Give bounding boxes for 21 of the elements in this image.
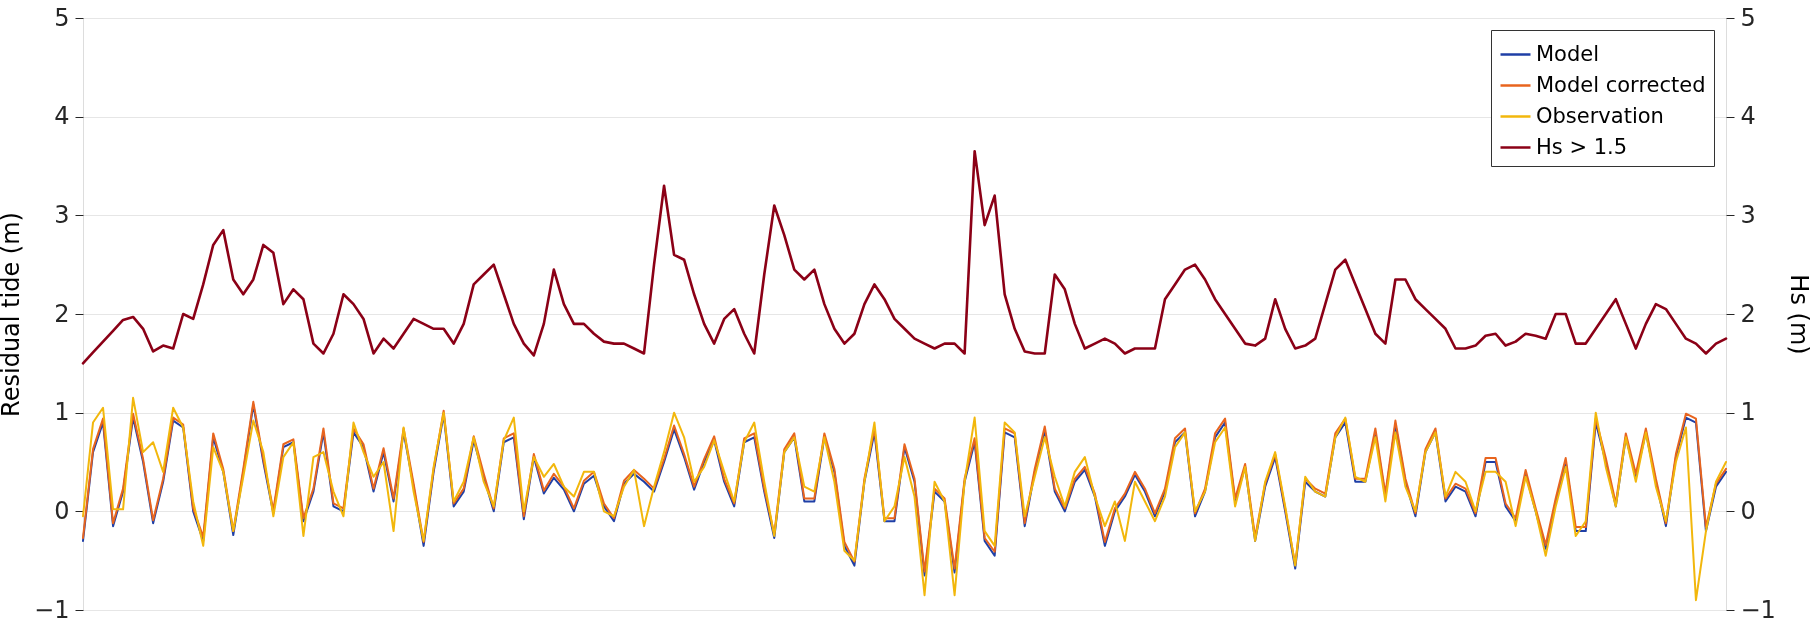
y2-tick-label: 0 [1740, 496, 1756, 525]
line-series [82, 396, 1727, 602]
legend-label: Observation [1536, 103, 1664, 128]
legend-label: Model [1536, 41, 1600, 66]
y2-tick-label: 4 [1740, 102, 1756, 131]
y-axis-title: Residual tide (m) [0, 212, 26, 417]
y-tick-label: 3 [54, 200, 70, 229]
y2-axis-title: Hs (m) [1784, 274, 1813, 355]
legend-label: Hs > 1.5 [1536, 134, 1628, 159]
y2-tick-label: 5 [1740, 3, 1756, 32]
y-tick-label: −1 [34, 595, 70, 624]
y2-tick-label: 3 [1740, 200, 1756, 229]
legend-label: Model corrected [1536, 72, 1706, 97]
y2-tick-label: 1 [1740, 398, 1756, 427]
y-tick-label: 1 [54, 398, 70, 427]
y-tick-label: 2 [54, 299, 70, 328]
y-tick-label: 0 [54, 496, 70, 525]
y-tick-label: 4 [54, 102, 70, 131]
y2-tick-label: 2 [1740, 299, 1756, 328]
y2-tick-label: −1 [1740, 595, 1776, 624]
y-tick-label: 5 [54, 3, 70, 32]
